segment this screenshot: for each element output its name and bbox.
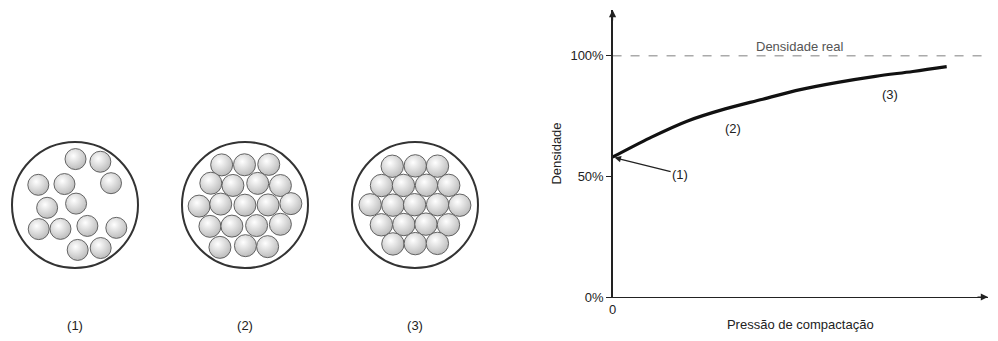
svg-text:(2): (2)	[725, 121, 741, 136]
svg-text:100%: 100%	[570, 48, 604, 63]
svg-text:Densidade: Densidade	[549, 122, 564, 184]
svg-text:Densidade real: Densidade real	[756, 39, 844, 54]
svg-text:(3): (3)	[407, 318, 423, 333]
svg-text:Pressão de compactação: Pressão de compactação	[727, 317, 874, 332]
svg-text:0%: 0%	[585, 290, 604, 305]
svg-text:(1): (1)	[672, 167, 688, 182]
svg-text:(2): (2)	[237, 318, 253, 333]
svg-text:(3): (3)	[882, 87, 898, 102]
svg-text:50%: 50%	[578, 169, 604, 184]
svg-text:0: 0	[609, 302, 616, 317]
svg-text:(1): (1)	[67, 318, 83, 333]
